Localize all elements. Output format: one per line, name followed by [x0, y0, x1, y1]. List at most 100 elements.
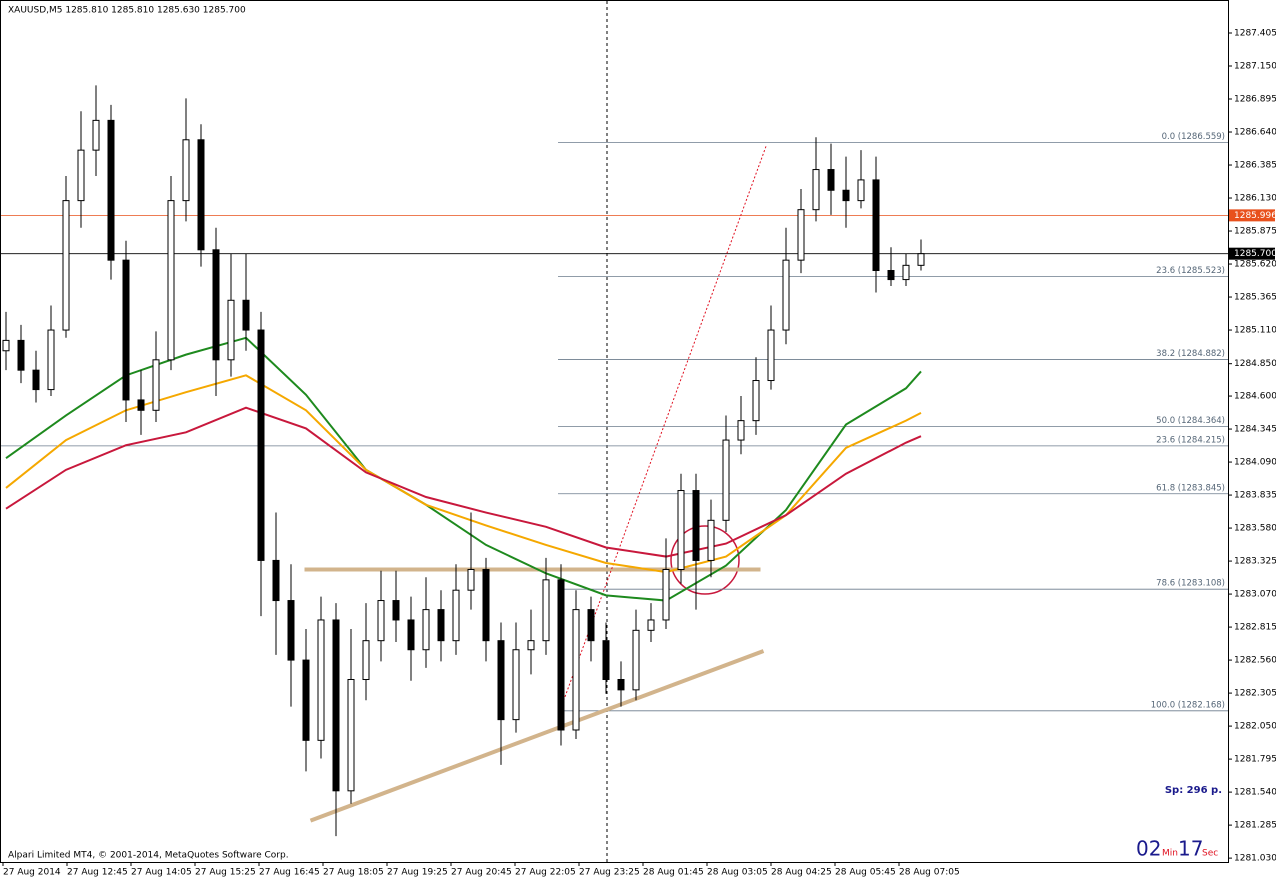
candle-body: [722, 439, 730, 521]
candle-body: [617, 679, 625, 691]
x-tick-label: 28 Aug 01:45: [643, 868, 704, 878]
x-tick-label: 28 Aug 03:05: [707, 868, 768, 878]
y-tick-label: 1285.875: [1234, 227, 1276, 237]
candle-body: [467, 568, 475, 591]
y-tick-label: 1282.815: [1234, 623, 1276, 633]
candle-body: [257, 329, 265, 561]
candle-body: [752, 380, 760, 422]
candle-body: [122, 259, 130, 401]
candle-body: [797, 209, 805, 261]
y-tick-label: 1283.325: [1234, 557, 1276, 567]
candle-body: [242, 299, 250, 331]
candle-body: [842, 189, 850, 202]
copyright: Alpari Limited MT4, © 2001-2014, MetaQuo…: [8, 851, 289, 861]
fib-label: 61.8 (1283.845): [1156, 483, 1225, 493]
timer-sec-unit: Sec: [1202, 849, 1218, 859]
moving-average: [5, 374, 922, 574]
candle-body: [827, 169, 835, 191]
y-tick-label: 1283.580: [1234, 524, 1276, 534]
candle-body: [407, 619, 415, 651]
candle-body: [767, 329, 775, 382]
moving-average: [5, 406, 922, 558]
candle-body: [527, 640, 535, 651]
y-tick-label: 1281.030: [1234, 854, 1276, 864]
x-tick-label: 28 Aug 07:05: [899, 868, 960, 878]
candle-body: [197, 139, 205, 251]
x-tick-label: 27 Aug 16:45: [259, 868, 320, 878]
fib-label: 0.0 (1286.559): [1162, 132, 1225, 142]
y-tick-label: 1284.850: [1234, 359, 1276, 369]
candle-body: [587, 609, 595, 642]
candle-body: [92, 119, 100, 151]
trendline: [309, 649, 765, 823]
candle-body: [227, 299, 235, 361]
x-tick-label: 27 Aug 14:05: [131, 868, 192, 878]
y-tick-label: 1285.365: [1234, 293, 1276, 303]
candle-body: [647, 619, 655, 631]
candle-body: [47, 329, 55, 391]
x-tick-label: 27 Aug 22:05: [515, 868, 576, 878]
candle-body: [212, 249, 220, 361]
highlight-circle: [670, 525, 740, 595]
candle-body: [152, 359, 160, 411]
candle-body: [107, 119, 115, 261]
y-tick-label: 1281.795: [1234, 755, 1276, 765]
y-tick-label: 1284.090: [1234, 458, 1276, 468]
x-tick-label: 27 Aug 23:25: [579, 868, 640, 878]
fib-label: 100.0 (1282.168): [1151, 700, 1225, 710]
fib-label: 78.6 (1283.108): [1156, 579, 1225, 589]
y-tick-label: 1283.070: [1234, 590, 1276, 600]
candle-body: [812, 169, 820, 211]
candle-body: [347, 679, 355, 792]
price-tag-label: 1285.700: [1234, 249, 1276, 259]
candle-body: [512, 649, 520, 721]
timer-sec: 17: [1178, 837, 1203, 861]
candle-body: [272, 559, 280, 602]
candle-body: [317, 619, 325, 741]
candle-body: [2, 339, 10, 352]
candle-body: [392, 600, 400, 621]
candle-body: [452, 589, 460, 642]
x-tick-label: 28 Aug 05:45: [835, 868, 896, 878]
fib-label: 23.6 (1284.215): [1156, 435, 1225, 445]
candle-body: [557, 579, 565, 731]
candle-body: [32, 369, 40, 391]
x-tick-label: 27 Aug 12:45: [67, 868, 128, 878]
y-tick-label: 1284.345: [1234, 425, 1276, 435]
x-tick-label: 28 Aug 04:25: [771, 868, 832, 878]
candle-body: [692, 490, 700, 561]
candle-body: [167, 200, 175, 361]
timer-min: 02: [1136, 837, 1161, 861]
candle-body: [182, 139, 190, 202]
spread: Sp: 296 p.: [1165, 785, 1222, 796]
y-tick-label: 1283.835: [1234, 491, 1276, 501]
candle-body: [902, 264, 910, 281]
y-tick-label: 1281.540: [1234, 788, 1276, 798]
y-tick-label: 1286.385: [1234, 161, 1276, 171]
candle-body: [497, 640, 505, 721]
y-tick-label: 1281.285: [1234, 821, 1276, 831]
price-tag: [1229, 247, 1275, 260]
candle-body: [482, 568, 490, 642]
y-tick-label: 1286.130: [1234, 194, 1276, 204]
candle-body: [662, 568, 670, 621]
y-tick-label: 1282.305: [1234, 689, 1276, 699]
x-tick-label: 27 Aug 18:05: [323, 868, 384, 878]
candle-body: [887, 270, 895, 281]
candle-body: [137, 399, 145, 411]
candle-body: [17, 339, 25, 371]
fib-label: 50.0 (1284.364): [1156, 416, 1225, 426]
candle-body: [602, 640, 610, 681]
y-tick-label: 1286.640: [1234, 128, 1276, 138]
header: XAUUSD,M5 1285.810 1285.810 1285.630 128…: [8, 6, 246, 16]
y-tick-label: 1285.110: [1234, 326, 1276, 336]
y-tick-label: 1284.600: [1234, 392, 1276, 402]
plot-frame: [0, 0, 1229, 863]
candle-body: [437, 609, 445, 642]
moving-average: [5, 336, 922, 602]
candle-body: [332, 619, 340, 792]
y-tick-label: 1287.405: [1234, 29, 1276, 39]
y-tick-label: 1285.620: [1234, 260, 1276, 270]
candle-body: [422, 609, 430, 651]
